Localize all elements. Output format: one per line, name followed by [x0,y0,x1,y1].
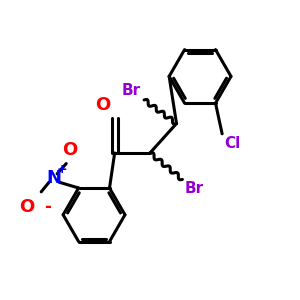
Text: N: N [46,169,61,187]
Text: Br: Br [122,82,141,98]
Text: O: O [62,141,77,159]
Text: -: - [44,198,51,216]
Text: O: O [95,96,110,114]
Text: +: + [56,163,67,176]
Text: Br: Br [185,181,204,196]
Text: Cl: Cl [224,136,241,151]
Text: O: O [19,198,34,216]
